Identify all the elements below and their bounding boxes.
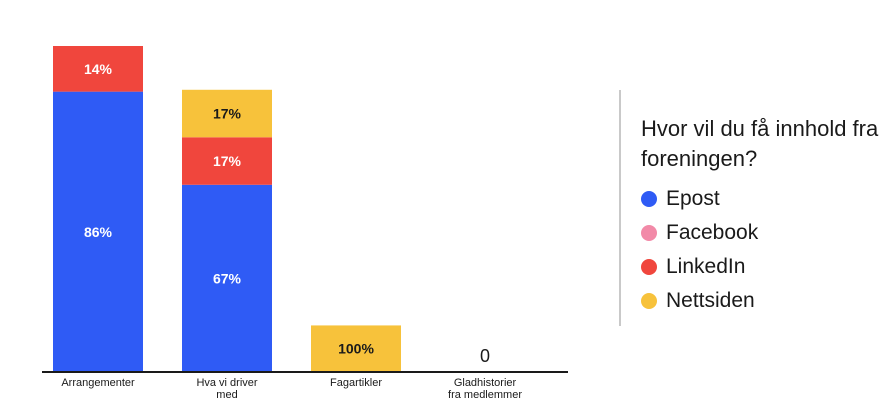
data-label: 17%	[213, 106, 242, 122]
legend-item-nettsiden: Nettsiden	[641, 284, 891, 318]
legend-label: LinkedIn	[666, 255, 746, 278]
category-label: Fagartikler	[330, 377, 382, 389]
legend: Hvor vil du få innhold fra foreningen? E…	[641, 114, 891, 318]
category-label: Hva vi driver med	[196, 377, 257, 401]
bar-segment-nettsiden	[182, 89, 272, 138]
legend-item-facebook: Facebook	[641, 216, 891, 250]
bar-segment-epost	[53, 91, 143, 372]
bar-segment-linkedin	[53, 46, 143, 92]
legend-label: Epost	[666, 187, 720, 210]
data-label: 100%	[338, 341, 374, 357]
bar-segment-epost	[182, 184, 272, 372]
data-label: 14%	[84, 61, 113, 77]
legend-divider	[619, 90, 621, 326]
legend-item-linkedin: LinkedIn	[641, 250, 891, 284]
legend-swatch	[641, 259, 657, 275]
stacked-bar-chart: 86% 14% Arrangementer 67% 17% 17% Hva vi drive…	[42, 46, 568, 401]
legend-swatch	[641, 191, 657, 207]
legend-label: Facebook	[666, 221, 759, 244]
empty-value-label: 0	[480, 346, 490, 366]
category-label: Gladhistorier fra medlemmer	[448, 377, 522, 401]
legend-title: Hvor vil du få innhold fra foreningen?	[641, 116, 879, 171]
category-label: Arrangementer	[61, 377, 135, 389]
data-label: 67%	[213, 270, 242, 286]
data-label: 17%	[213, 153, 242, 169]
bar-segment-nettsiden	[311, 325, 401, 372]
legend-item-epost: Epost	[641, 182, 891, 216]
legend-items: Epost Facebook LinkedIn Nettsiden	[641, 182, 891, 318]
data-label: 86%	[84, 224, 113, 240]
legend-swatch	[641, 293, 657, 309]
legend-label: Nettsiden	[666, 289, 755, 312]
legend-swatch	[641, 225, 657, 241]
bar-segment-linkedin	[182, 137, 272, 185]
